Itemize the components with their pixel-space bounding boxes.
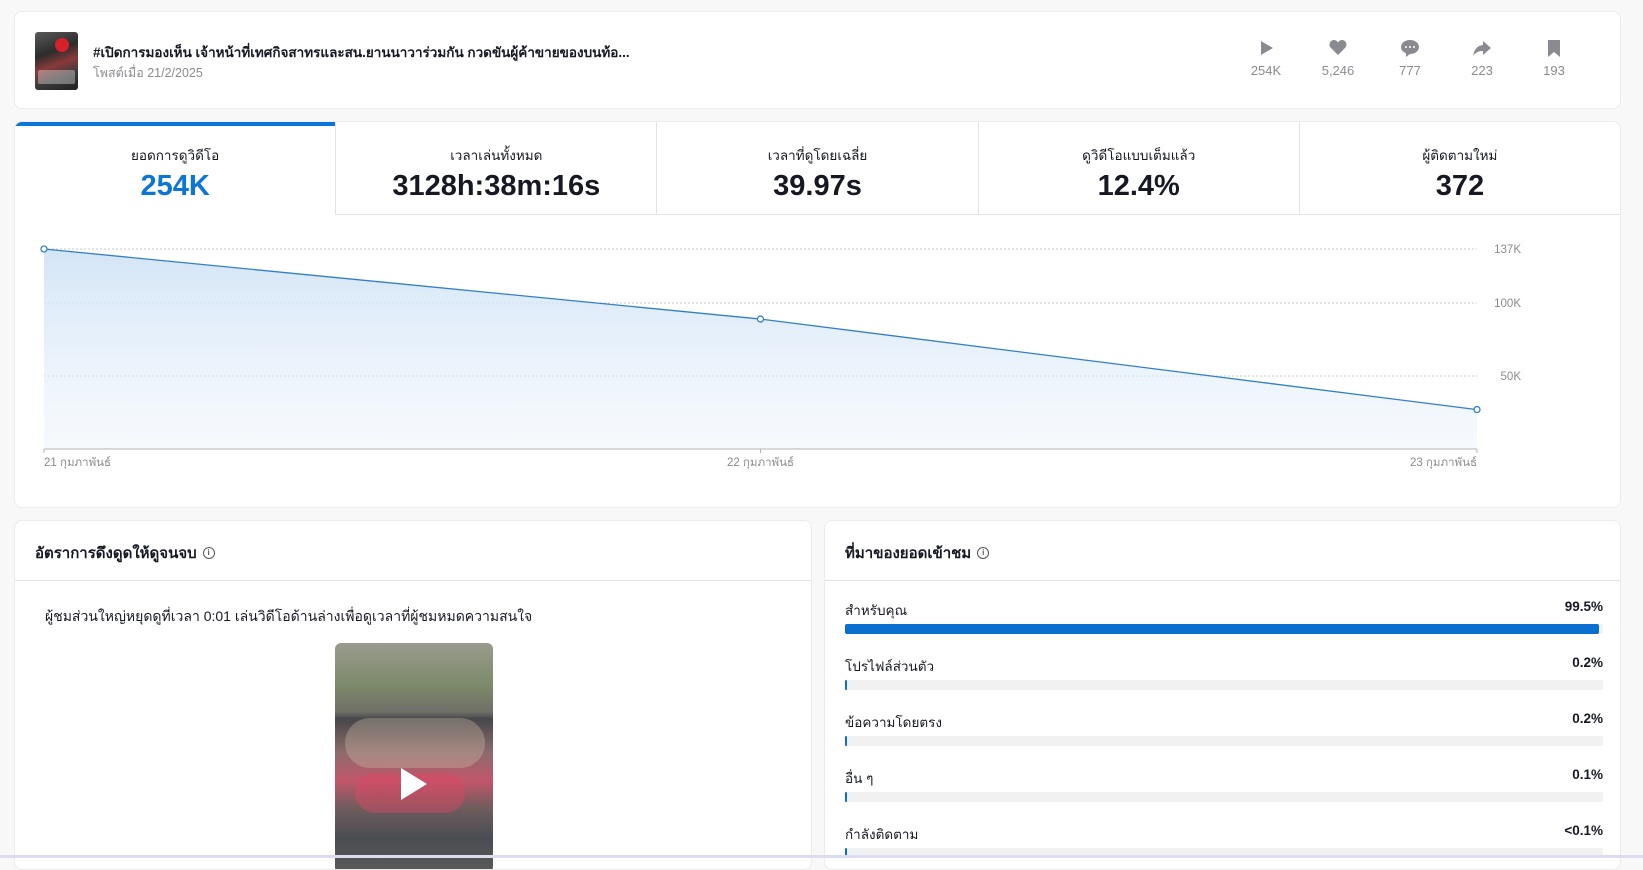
post-stats: 254K 5,246 777 223 193	[1230, 38, 1590, 78]
views-chart: 137K 100K 50K 21 กุมภาพันธ์ 22 กุมภาพันธ์ 23 …	[40, 244, 1522, 469]
tab-label: ยอดการดูวิดีโอ	[130, 148, 220, 163]
tab-video-views[interactable]: ยอดการดูวิดีโอ 254K	[15, 122, 336, 215]
tab-new-followers[interactable]: ผู้ติดตามใหม่ 372	[1298, 122, 1620, 215]
traffic-source-bar-fill	[845, 680, 847, 690]
stat-comments-value: 777	[1399, 63, 1421, 78]
retention-title: อัตราการดึงดูดให้ดูจนจบ	[35, 544, 197, 562]
traffic-source-row: กำลังติดตาม <0.1%	[845, 823, 1603, 869]
traffic-header: ที่มาของยอดเข้าชม i	[825, 521, 1620, 581]
tab-label: เวลาเล่นทั้งหมด	[450, 148, 543, 163]
traffic-source-line: กำลังติดตาม <0.1%	[845, 823, 1603, 843]
comment-icon	[1401, 40, 1419, 57]
traffic-source-bar-track	[845, 624, 1603, 634]
traffic-source-bar-fill	[845, 848, 847, 858]
traffic-source-line: สำหรับคุณ 99.5%	[845, 599, 1603, 619]
traffic-source-bar-track	[845, 792, 1603, 802]
stat-shares: 223	[1446, 38, 1518, 78]
retention-header: อัตราการดึงดูดให้ดูจนจบ i	[15, 521, 811, 581]
traffic-source-label: โปรไฟล์ส่วนตัว	[845, 659, 935, 674]
thumbnail-caption-band	[38, 70, 75, 84]
metrics-card: ยอดการดูวิดีโอ 254K เวลาเล่นทั้งหมด 3128…	[14, 121, 1621, 508]
metric-tabs: ยอดการดูวิดีโอ 254K เวลาเล่นทั้งหมด 3128…	[15, 122, 1620, 215]
x-tick-label: 22 กุมภาพันธ์	[727, 455, 794, 469]
tab-total-play-time[interactable]: เวลาเล่นทั้งหมด 3128h:38m:16s	[335, 122, 657, 215]
tab-value: 254K	[140, 170, 210, 202]
stat-likes-value: 5,246	[1321, 63, 1355, 78]
bookmark-icon	[1548, 40, 1560, 57]
traffic-source-bar-fill	[845, 624, 1600, 634]
stat-likes: 5,246	[1302, 38, 1374, 78]
traffic-source-row: โปรไฟล์ส่วนตัว 0.2%	[845, 655, 1603, 711]
traffic-source-list: สำหรับคุณ 99.5% โปรไฟล์ส่วนตัว 0.2% ข้อความโ…	[845, 599, 1603, 869]
traffic-source-line: โปรไฟล์ส่วนตัว 0.2%	[845, 655, 1603, 675]
traffic-source-row: อื่น ๆ 0.1%	[845, 767, 1603, 823]
x-tick-label: 21 กุมภาพันธ์	[44, 455, 111, 469]
x-tick-label: 23 กุมภาพันธ์	[1410, 455, 1477, 469]
data-point[interactable]	[1473, 405, 1481, 414]
tab-label: ผู้ติดตามใหม่	[1422, 148, 1498, 163]
views-area	[44, 249, 1477, 449]
traffic-source-card: ที่มาของยอดเข้าชม i สำหรับคุณ 99.5% โปรไฟล…	[824, 520, 1621, 870]
data-point[interactable]	[40, 245, 48, 253]
tab-value: 12.4%	[1097, 170, 1180, 202]
tab-watched-full-video[interactable]: ดูวิดีโอแบบเต็มแล้ว 12.4%	[977, 122, 1299, 215]
traffic-source-value: <0.1%	[1564, 823, 1603, 838]
tab-label: เวลาที่ดูโดยเฉลี่ย	[767, 148, 868, 163]
stat-saves-value: 193	[1543, 63, 1565, 78]
heart-icon	[1329, 40, 1347, 55]
thumbnail-decoration	[55, 38, 69, 52]
window-bottom-edge	[0, 855, 1643, 858]
traffic-source-bar-track	[845, 848, 1603, 858]
play-icon[interactable]	[401, 768, 427, 800]
stat-comments: 777	[1374, 38, 1446, 78]
traffic-source-bar-fill	[845, 736, 847, 746]
stat-views: 254K	[1230, 38, 1302, 78]
traffic-source-value: 0.1%	[1572, 767, 1603, 782]
traffic-source-label: กำลังติดตาม	[845, 827, 919, 842]
post-card: #เปิดการมองเห็น เจ้าหน้าที่เทศกิจสาทรและ…	[14, 11, 1621, 109]
video-frame-blur	[345, 718, 485, 768]
traffic-source-line: อื่น ๆ 0.1%	[845, 767, 1603, 787]
info-icon[interactable]: i	[202, 546, 215, 559]
post-thumbnail[interactable]	[35, 32, 78, 90]
traffic-source-bar-track	[845, 736, 1603, 746]
data-point[interactable]	[756, 315, 765, 323]
post-title: #เปิดการมองเห็น เจ้าหน้าที่เทศกิจสาทรและ…	[93, 45, 630, 60]
retention-card: อัตราการดึงดูดให้ดูจนจบ i ผู้ชมส่วนใหญ่ห…	[14, 520, 812, 870]
retention-video-player[interactable]	[335, 643, 493, 869]
y-tick-label: 100K	[1494, 298, 1521, 310]
traffic-source-label: สำหรับคุณ	[845, 603, 908, 618]
tab-label: ดูวิดีโอแบบเต็มแล้ว	[1082, 148, 1196, 163]
share-icon	[1473, 41, 1491, 56]
traffic-source-value: 0.2%	[1572, 655, 1603, 670]
tab-average-watch-time[interactable]: เวลาที่ดูโดยเฉลี่ย 39.97s	[656, 122, 978, 215]
retention-description: ผู้ชมส่วนใหญ่หยุดดูที่เวลา 0:01 เล่นวิดี…	[45, 608, 533, 624]
tab-value: 372	[1435, 170, 1485, 202]
post-date: โพสต์เมื่อ 21/2/2025	[93, 66, 203, 80]
tab-value: 3128h:38m:16s	[392, 170, 601, 202]
stat-shares-value: 223	[1471, 63, 1493, 78]
traffic-source-line: ข้อความโดยตรง 0.2%	[845, 711, 1603, 731]
y-tick-label: 50K	[1501, 371, 1522, 383]
traffic-source-bar-track	[845, 680, 1603, 690]
traffic-source-label: อื่น ๆ	[845, 771, 874, 786]
info-icon[interactable]: i	[977, 546, 990, 559]
traffic-source-value: 99.5%	[1564, 599, 1603, 614]
stat-saves: 193	[1518, 38, 1590, 78]
traffic-source-row: สำหรับคุณ 99.5%	[845, 599, 1603, 655]
y-tick-label: 137K	[1494, 244, 1521, 256]
traffic-source-bar-fill	[845, 792, 847, 802]
traffic-source-value: 0.2%	[1572, 711, 1603, 726]
traffic-title: ที่มาของยอดเข้าชม	[845, 544, 972, 562]
stat-views-value: 254K	[1250, 63, 1282, 78]
tab-value: 39.97s	[773, 170, 862, 202]
traffic-source-row: ข้อความโดยตรง 0.2%	[845, 711, 1603, 767]
traffic-source-label: ข้อความโดยตรง	[845, 715, 942, 730]
play-icon	[1261, 41, 1273, 55]
